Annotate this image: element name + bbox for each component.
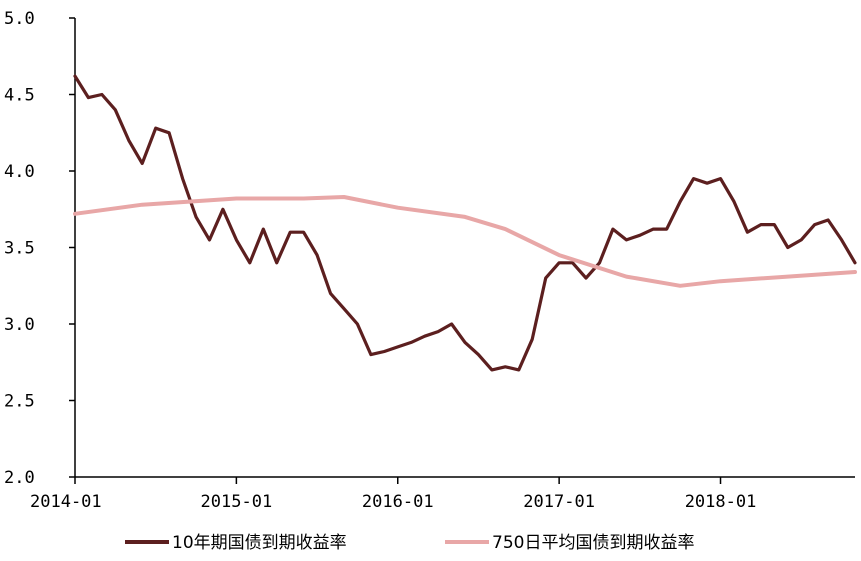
y-tick-label: 5.0 bbox=[4, 9, 35, 29]
data-point bbox=[141, 162, 143, 165]
data-point bbox=[504, 366, 507, 368]
legend-item-2: 750日平均国债到期收益率 bbox=[445, 533, 694, 553]
data-point bbox=[423, 335, 426, 338]
data-point bbox=[679, 285, 681, 287]
data-point bbox=[450, 323, 453, 325]
data-point bbox=[706, 182, 708, 184]
data-point bbox=[625, 275, 628, 278]
data-point bbox=[101, 93, 103, 96]
data-point bbox=[74, 75, 76, 77]
data-point bbox=[168, 132, 170, 134]
data-point bbox=[719, 280, 722, 283]
data-point bbox=[531, 338, 533, 341]
data-point bbox=[114, 109, 117, 111]
data-point bbox=[235, 239, 238, 241]
data-point bbox=[181, 177, 184, 180]
y-tick-label: 3.5 bbox=[4, 239, 35, 259]
data-point bbox=[854, 271, 856, 273]
data-point bbox=[410, 341, 413, 344]
data-point bbox=[397, 346, 399, 348]
data-point bbox=[558, 262, 560, 264]
data-point bbox=[639, 234, 641, 237]
data-point bbox=[343, 307, 345, 310]
series-line bbox=[73, 195, 857, 288]
y-tick-label: 4.5 bbox=[4, 86, 35, 106]
series-line bbox=[73, 74, 857, 372]
data-point bbox=[719, 177, 722, 180]
data-point bbox=[464, 341, 466, 344]
data-point bbox=[477, 353, 480, 356]
data-point bbox=[356, 323, 359, 325]
x-tick-label: 2016-01 bbox=[362, 492, 434, 512]
data-point bbox=[746, 231, 749, 233]
y-tick-label: 2.5 bbox=[4, 392, 35, 412]
x-tick-label: 2014-01 bbox=[30, 492, 102, 512]
data-point bbox=[249, 262, 251, 264]
data-point bbox=[316, 254, 318, 256]
data-point bbox=[800, 239, 802, 241]
data-point bbox=[518, 369, 520, 371]
y-tick-label: 2.0 bbox=[4, 468, 35, 488]
data-point bbox=[854, 262, 856, 264]
data-point bbox=[504, 228, 507, 230]
data-point bbox=[625, 239, 628, 241]
legend-label: 10年期国债到期收益率 bbox=[172, 533, 347, 553]
series-layer bbox=[73, 74, 857, 372]
data-point bbox=[74, 213, 76, 215]
data-point bbox=[222, 208, 224, 211]
x-tick-label: 2018-01 bbox=[685, 492, 757, 512]
data-point bbox=[275, 262, 278, 264]
data-point bbox=[598, 262, 601, 264]
legend-label: 750日平均国债到期收益率 bbox=[492, 533, 694, 553]
data-point bbox=[827, 219, 829, 221]
x-tick-label: 2015-01 bbox=[201, 492, 273, 512]
data-point bbox=[760, 223, 762, 226]
series-2 bbox=[73, 195, 857, 288]
y-tick-label: 3.0 bbox=[4, 315, 35, 335]
data-point bbox=[692, 177, 695, 180]
x-tick-label: 2017-01 bbox=[523, 492, 595, 512]
data-point bbox=[208, 239, 211, 241]
data-point bbox=[773, 223, 776, 226]
data-point bbox=[733, 200, 735, 203]
legend: 10年期国债到期收益率 750日平均国债到期收益率 bbox=[125, 533, 694, 553]
data-point bbox=[544, 277, 547, 279]
data-point bbox=[558, 254, 560, 256]
data-point bbox=[813, 223, 816, 226]
data-point bbox=[437, 330, 439, 333]
data-point bbox=[302, 197, 305, 200]
data-point bbox=[195, 216, 197, 218]
data-point bbox=[397, 206, 399, 209]
data-point bbox=[329, 292, 332, 295]
data-point bbox=[787, 246, 789, 249]
data-point bbox=[840, 239, 843, 241]
data-point bbox=[154, 127, 157, 129]
data-point bbox=[652, 228, 655, 230]
data-point bbox=[679, 200, 681, 203]
data-point bbox=[370, 353, 372, 356]
data-point bbox=[262, 228, 265, 230]
data-point bbox=[87, 96, 90, 99]
data-point bbox=[289, 231, 292, 233]
data-point bbox=[787, 275, 789, 278]
legend-item-1: 10年期国债到期收益率 bbox=[125, 533, 347, 553]
data-point bbox=[585, 277, 587, 279]
data-point bbox=[235, 197, 238, 200]
data-point bbox=[302, 231, 305, 233]
data-point bbox=[571, 262, 574, 264]
data-point bbox=[343, 196, 345, 198]
series-1 bbox=[73, 74, 857, 372]
data-point bbox=[141, 203, 143, 206]
y-tick-label: 4.0 bbox=[4, 162, 35, 182]
axes: 2.0 2.5 3.0 3.5 4.0 4.5 5.0 2014-01 2015-01 2016-… bbox=[4, 9, 855, 512]
data-point bbox=[491, 369, 493, 371]
data-point bbox=[665, 228, 668, 230]
data-point bbox=[464, 216, 466, 218]
data-point bbox=[612, 228, 614, 230]
data-point bbox=[383, 350, 386, 353]
data-point bbox=[128, 139, 130, 142]
